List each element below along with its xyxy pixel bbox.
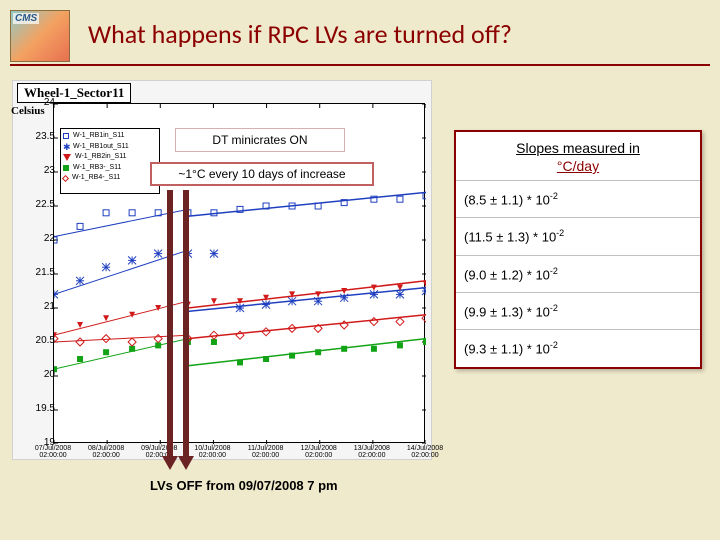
slope-row: (8.5 ± 1.1) * 10-2: [456, 180, 700, 217]
slope-row: (9.0 ± 1.2) * 10-2: [456, 255, 700, 292]
slopes-table: Slopes measured in °C/day (8.5 ± 1.1) * …: [454, 130, 702, 369]
arrow-lvs-off-2: [183, 190, 189, 460]
legend-item: W-1_RB3-_S11: [63, 163, 157, 174]
slope-row: (11.5 ± 1.3) * 10-2: [456, 217, 700, 254]
legend: W-1_RB1in_S11✱W-1_RB1out_S11W-1_RB2in_S1…: [60, 128, 160, 194]
annotation-increase: ~1°C every 10 days of increase: [150, 162, 374, 186]
legend-item: ✱W-1_RB1out_S11: [63, 142, 157, 153]
x-tick: 13/Jul/200802:00:00: [346, 445, 398, 459]
y-tick: 20: [44, 369, 55, 380]
x-tick: 14/Jul/200802:00:00: [399, 445, 451, 459]
x-tick: 10/Jul/200802:00:00: [186, 445, 238, 459]
arrowhead-2: [178, 456, 194, 470]
y-tick: 22.5: [36, 199, 55, 210]
y-tick: 23.5: [36, 131, 55, 142]
y-axis-label: Celsius: [11, 105, 45, 117]
y-tick: 23: [44, 165, 55, 176]
slide-title: What happens if RPC LVs are turned off?: [88, 18, 512, 50]
annotation-dt-on: DT minicrates ON: [175, 128, 345, 152]
title-underline: [10, 64, 710, 66]
x-tick: 07/Jul/200802:00:00: [27, 445, 79, 459]
legend-item: W-1_RB1in_S11: [63, 131, 157, 142]
x-tick: 12/Jul/200802:00:00: [293, 445, 345, 459]
y-tick: 24: [44, 97, 55, 108]
x-tick: 08/Jul/200802:00:00: [80, 445, 132, 459]
legend-item: W-1_RB4-_S11: [63, 173, 157, 184]
slope-row: (9.9 ± 1.3) * 10-2: [456, 292, 700, 329]
plot-area: W-1_RB1in_S11✱W-1_RB1out_S11W-1_RB2in_S1…: [53, 103, 425, 443]
y-tick: 19.5: [36, 403, 55, 414]
y-tick: 21.5: [36, 267, 55, 278]
annotation-lvs-off: LVs OFF from 09/07/2008 7 pm: [150, 478, 338, 493]
y-tick: 21: [44, 301, 55, 312]
slopes-unit: °C/day: [456, 158, 700, 180]
chart-title: Wheel-1_Sector11: [17, 83, 131, 103]
legend-item: W-1_RB2in_S11: [63, 152, 157, 163]
y-tick: 22: [44, 233, 55, 244]
slopes-header: Slopes measured in: [456, 132, 700, 158]
y-tick: 20.5: [36, 335, 55, 346]
arrow-lvs-off-1: [167, 190, 173, 460]
slope-row: (9.3 ± 1.1) * 10-2: [456, 329, 700, 366]
cms-logo: [10, 10, 70, 62]
x-tick: 11/Jul/200802:00:00: [240, 445, 292, 459]
arrowhead-1: [162, 456, 178, 470]
